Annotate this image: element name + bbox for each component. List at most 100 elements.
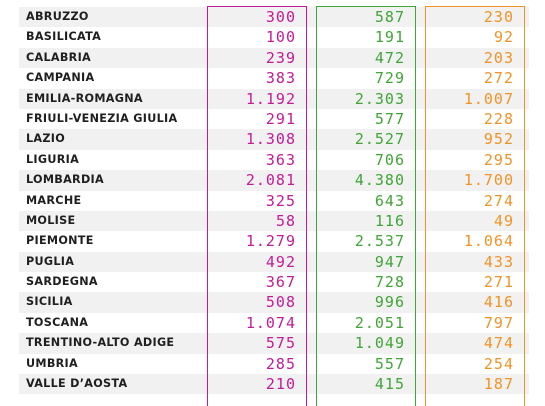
row-stripe bbox=[19, 47, 529, 69]
value-col-1: 1.308 bbox=[245, 130, 296, 149]
region-name: CAMPANIA bbox=[26, 71, 95, 85]
value-col-1: 58 bbox=[275, 211, 296, 230]
table-row: PIEMONTE 1.279 2.537 1.064 bbox=[0, 231, 545, 251]
row-stripe bbox=[19, 170, 529, 191]
row-stripe bbox=[19, 251, 529, 273]
value-col-1: 100 bbox=[265, 28, 296, 47]
value-col-1: 291 bbox=[265, 109, 296, 128]
row-stripe bbox=[19, 88, 529, 109]
value-col-2: 729 bbox=[374, 69, 405, 88]
value-col-3: 230 bbox=[483, 8, 514, 26]
region-name: VALLE D’AOSTA bbox=[26, 377, 128, 391]
value-col-2: 728 bbox=[374, 273, 405, 292]
value-col-3: 474 bbox=[483, 334, 514, 353]
value-col-3: 295 bbox=[483, 150, 514, 169]
value-col-2: 643 bbox=[374, 191, 405, 210]
row-stripe bbox=[19, 231, 529, 252]
value-col-2: 2.051 bbox=[354, 313, 405, 332]
table-row: EMILIA-ROMAGNA 1.192 2.303 1.007 bbox=[0, 89, 545, 109]
table-row: FRIULI-VENEZIA GIULIA 291 577 228 bbox=[0, 109, 545, 129]
region-name: TOSCANA bbox=[26, 315, 89, 329]
table-row: MARCHE 325 643 274 bbox=[0, 191, 545, 211]
table-row: TRENTINO-ALTO ADIGE 575 1.049 474 bbox=[0, 333, 545, 353]
value-col-2: 191 bbox=[374, 28, 405, 47]
region-name: SICILIA bbox=[26, 295, 73, 309]
value-col-3: 433 bbox=[483, 252, 514, 271]
value-col-2: 996 bbox=[374, 293, 405, 312]
value-col-2: 557 bbox=[374, 354, 405, 373]
value-col-2: 577 bbox=[374, 109, 405, 128]
value-col-2: 2.537 bbox=[354, 232, 405, 251]
region-name: PIEMONTE bbox=[26, 234, 94, 248]
value-col-1: 508 bbox=[265, 293, 296, 312]
value-col-3: 416 bbox=[483, 293, 514, 312]
value-col-2: 947 bbox=[374, 252, 405, 271]
value-col-1: 2.081 bbox=[245, 171, 296, 190]
table-row: SICILIA 508 996 416 bbox=[0, 292, 545, 312]
value-col-3: 952 bbox=[483, 130, 514, 149]
table-row: PUGLIA 492 947 433 bbox=[0, 252, 545, 272]
table-row: LAZIO 1.308 2.527 952 bbox=[0, 129, 545, 149]
region-name: ABRUZZO bbox=[26, 10, 89, 23]
value-col-3: 254 bbox=[483, 354, 514, 373]
column-2-frame bbox=[316, 6, 416, 406]
table-row: BASILICATA 100 191 92 bbox=[0, 27, 545, 47]
table-row: MOLISE 58 116 49 bbox=[0, 211, 545, 231]
value-col-2: 415 bbox=[374, 375, 405, 394]
column-3-frame bbox=[425, 6, 525, 406]
table-row: ABRUZZO 300 587 230 bbox=[0, 7, 545, 27]
table-row: CALABRIA 239 472 203 bbox=[0, 48, 545, 68]
value-col-3: 92 bbox=[493, 28, 514, 47]
value-col-3: 1.007 bbox=[463, 89, 514, 108]
value-col-3: 274 bbox=[483, 191, 514, 210]
value-col-2: 2.527 bbox=[354, 130, 405, 149]
table-row: UMBRIA 285 557 254 bbox=[0, 354, 545, 374]
row-stripe bbox=[19, 353, 529, 375]
row-stripe bbox=[19, 190, 529, 211]
value-col-1: 300 bbox=[265, 8, 296, 26]
row-stripe bbox=[19, 129, 529, 150]
table-row: CAMPANIA 383 729 272 bbox=[0, 68, 545, 88]
table-row: TOSCANA 1.074 2.051 797 bbox=[0, 313, 545, 333]
region-table: ABRUZZO 300 587 230 BASILICATA 100 191 9… bbox=[0, 7, 545, 394]
row-stripe bbox=[19, 292, 529, 313]
region-name: UMBRIA bbox=[26, 356, 78, 370]
value-col-1: 363 bbox=[265, 150, 296, 169]
value-col-1: 575 bbox=[265, 334, 296, 353]
region-name: LAZIO bbox=[26, 132, 66, 146]
value-col-1: 210 bbox=[265, 375, 296, 394]
region-name: BASILICATA bbox=[26, 30, 102, 44]
table-row: SARDEGNA 367 728 271 bbox=[0, 272, 545, 292]
value-col-1: 383 bbox=[265, 69, 296, 88]
row-stripe bbox=[19, 333, 529, 354]
row-stripe bbox=[19, 374, 529, 395]
value-col-1: 1.074 bbox=[245, 313, 296, 332]
row-stripe bbox=[19, 272, 529, 293]
value-col-2: 706 bbox=[374, 150, 405, 169]
row-stripe bbox=[19, 108, 529, 130]
row-stripe bbox=[19, 149, 529, 171]
value-col-2: 4.380 bbox=[354, 171, 405, 190]
value-col-1: 285 bbox=[265, 354, 296, 373]
value-col-3: 187 bbox=[483, 375, 514, 394]
value-col-2: 472 bbox=[374, 48, 405, 67]
value-col-3: 1.064 bbox=[463, 232, 514, 251]
table-row: VALLE D’AOSTA 210 415 187 bbox=[0, 374, 545, 394]
value-col-3: 228 bbox=[483, 109, 514, 128]
region-name: FRIULI-VENEZIA GIULIA bbox=[26, 111, 178, 125]
value-col-2: 587 bbox=[374, 8, 405, 26]
table-row: LOMBARDIA 2.081 4.380 1.700 bbox=[0, 170, 545, 190]
column-1-frame bbox=[207, 6, 307, 406]
value-col-3: 797 bbox=[483, 313, 514, 332]
region-name: EMILIA-ROMAGNA bbox=[26, 91, 143, 105]
row-stripes bbox=[19, 7, 529, 395]
region-name: CALABRIA bbox=[26, 50, 92, 64]
row-stripe bbox=[19, 68, 529, 89]
region-name: LIGURIA bbox=[26, 152, 80, 166]
row-stripe bbox=[19, 7, 529, 28]
value-col-2: 2.303 bbox=[354, 89, 405, 108]
row-stripe bbox=[19, 27, 529, 48]
value-col-1: 239 bbox=[265, 48, 296, 67]
value-col-3: 1.700 bbox=[463, 171, 514, 190]
region-name: PUGLIA bbox=[26, 254, 75, 268]
